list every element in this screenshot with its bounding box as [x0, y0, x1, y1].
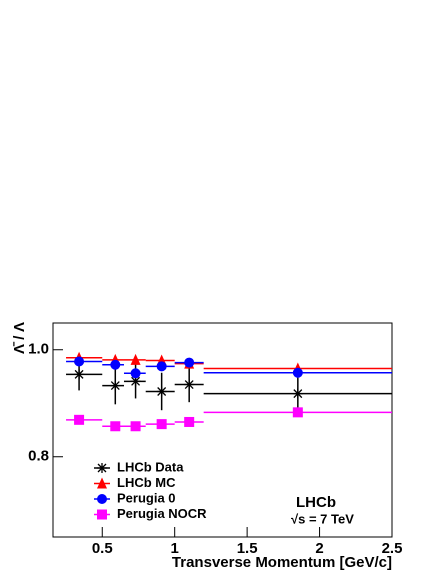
- annotation: √s = 7 TeV: [291, 511, 354, 526]
- legend-label: Perugia NOCR: [117, 506, 207, 521]
- y-tick-label: 0.8: [28, 448, 49, 465]
- marker: [292, 367, 303, 378]
- marker: [74, 356, 85, 367]
- legend-marker: [97, 463, 107, 473]
- x-tick-label: 2: [315, 540, 323, 557]
- marker: [74, 369, 85, 380]
- marker: [130, 421, 141, 432]
- legend-marker: [97, 509, 107, 520]
- x-tick-label: 1.5: [237, 540, 258, 557]
- legend-label: Perugia 0: [117, 490, 176, 505]
- marker: [110, 380, 121, 391]
- marker: [184, 379, 195, 390]
- marker: [292, 407, 303, 418]
- y-tick-label: 1.0: [28, 341, 49, 358]
- marker: [156, 419, 167, 430]
- marker: [184, 357, 195, 368]
- marker: [130, 376, 141, 387]
- marker: [184, 416, 195, 427]
- x-tick-label: 2.5: [382, 540, 403, 557]
- marker: [156, 361, 167, 372]
- marker: [130, 353, 141, 365]
- plot-frame: [52, 322, 393, 538]
- marker: [130, 368, 141, 379]
- x-tick-label: 0.5: [92, 540, 113, 557]
- x-tick-label: 1: [171, 540, 179, 557]
- marker: [156, 386, 167, 397]
- x-axis-label: Transverse Momentum [GeV/c]: [172, 554, 392, 571]
- legend-label: LHCb MC: [117, 475, 176, 490]
- legend-label: LHCb Data: [117, 459, 184, 474]
- marker: [110, 359, 121, 370]
- legend-marker: [97, 494, 107, 504]
- y-axis-label: Λ̄ / Λ: [11, 322, 28, 354]
- marker: [74, 414, 85, 425]
- marker: [292, 388, 303, 399]
- legend-marker: [97, 477, 107, 489]
- annotation: LHCb: [296, 494, 336, 511]
- marker: [110, 421, 121, 432]
